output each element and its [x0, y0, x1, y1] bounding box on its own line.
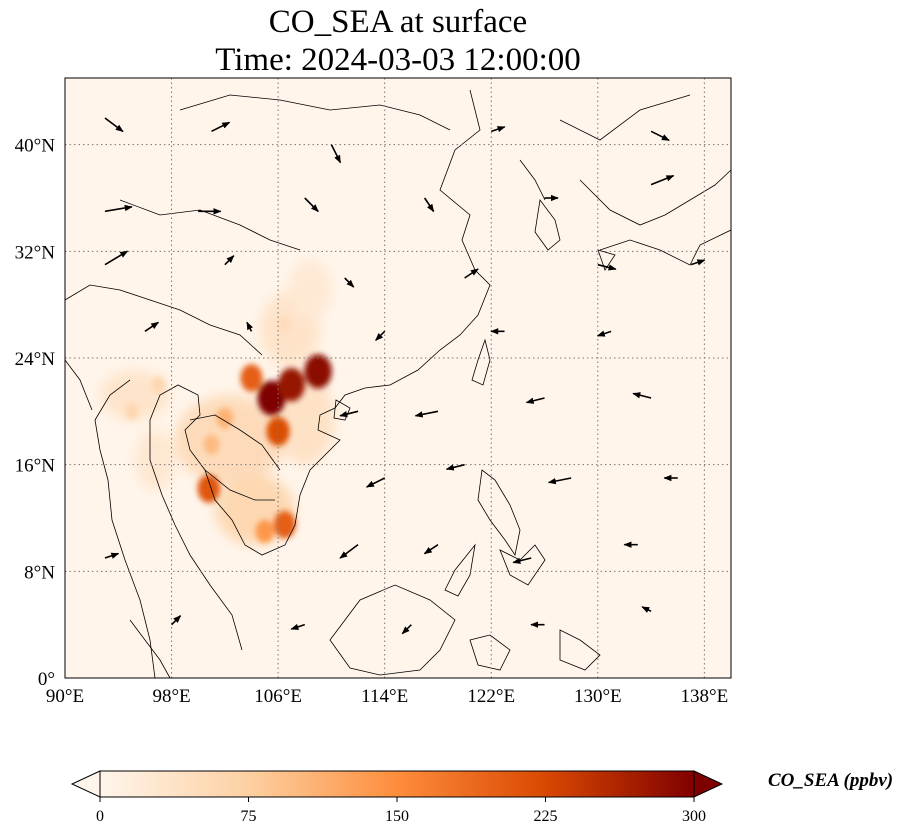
- longitude-ticks: 90°E 98°E 106°E 114°E 122°E 130°E 138°E: [46, 686, 728, 707]
- latitude-ticks: 0° 8°N 16°N 24°N 32°N 40°N: [15, 136, 56, 690]
- colorbar-tick-label: 225: [534, 808, 558, 825]
- wind-arrow: [414, 410, 439, 418]
- wind-arrow: [641, 606, 652, 613]
- wind-arrow: [290, 623, 306, 630]
- map-title: CO_SEA at surface: [268, 4, 528, 40]
- colorbar-tick-label: 150: [385, 808, 409, 825]
- colorbar-tick-label: 300: [682, 808, 706, 825]
- wind-arrow: [597, 263, 617, 271]
- lat-tick-label: 32°N: [15, 242, 56, 263]
- lat-tick-label: 16°N: [15, 456, 56, 477]
- hotspot-7: [197, 474, 221, 503]
- wind-arrow: [104, 552, 120, 559]
- wind-arrow: [547, 477, 572, 485]
- wind-arrow: [339, 410, 359, 418]
- hotspot-10: [124, 402, 139, 420]
- lat-tick-label: 0°: [38, 669, 55, 690]
- lon-tick-label: 114°E: [361, 686, 408, 707]
- wind-arrow: [423, 544, 439, 555]
- wind-arrow: [490, 126, 506, 133]
- wind-arrow: [330, 144, 342, 164]
- lon-tick-label: 130°E: [574, 686, 622, 707]
- coastlines: [65, 89, 731, 678]
- colorbar: 0 75 150 225 300: [70, 770, 724, 825]
- wind-arrow: [365, 477, 386, 488]
- wind-arrow: [211, 121, 231, 133]
- wind-vectors: [104, 117, 706, 635]
- wind-arrow: [224, 255, 235, 266]
- lon-tick-label: 138°E: [681, 686, 729, 707]
- wind-arrow: [632, 392, 652, 399]
- wind-arrow: [246, 321, 254, 332]
- lon-tick-label: 98°E: [152, 686, 190, 707]
- colorbar-body: [99, 770, 695, 798]
- lat-tick-label: 24°N: [15, 349, 56, 370]
- map-subtitle: Time: 2024-03-03 12:00:00: [215, 42, 581, 78]
- map-background: [65, 78, 731, 678]
- wind-arrow: [445, 463, 465, 471]
- wind-arrow: [464, 268, 479, 279]
- wind-arrow: [512, 557, 532, 564]
- co-diffuse-plume: [100, 260, 335, 545]
- wind-arrow: [144, 321, 160, 332]
- hotspot-11: [151, 376, 166, 394]
- lon-tick-label: 122°E: [467, 686, 515, 707]
- map-gridlines: [65, 78, 731, 678]
- wind-arrow: [170, 615, 182, 626]
- colorbar-label: CO_SEA (ppbv): [768, 770, 894, 791]
- wind-arrow: [304, 197, 319, 213]
- wind-arrow: [104, 250, 129, 266]
- hotspot-6: [255, 519, 274, 543]
- colorbar-tick-label: 75: [241, 808, 257, 825]
- wind-arrow: [339, 544, 359, 559]
- wind-arrow: [104, 204, 133, 213]
- wind-arrow: [690, 259, 706, 266]
- lat-tick-label: 40°N: [15, 136, 56, 157]
- hotspot-8: [216, 407, 234, 429]
- wind-arrow: [596, 330, 612, 337]
- hotspot-2: [304, 354, 332, 389]
- wind-arrow: [344, 277, 355, 288]
- lon-tick-label: 106°E: [254, 686, 302, 707]
- wind-arrow: [104, 117, 124, 133]
- wind-arrow: [401, 624, 412, 635]
- colorbar-ticks: 0 75 150 225 300: [96, 797, 706, 825]
- colorbar-extend-max: [693, 770, 724, 798]
- wind-arrow: [650, 130, 670, 142]
- hotspot-3: [266, 416, 290, 446]
- wind-arrow: [375, 330, 386, 341]
- hotspot-1: [278, 367, 305, 402]
- hotspot-4: [240, 364, 263, 392]
- co-hotspots: [124, 316, 332, 543]
- wind-arrow: [650, 174, 675, 186]
- colorbar-extend-min: [70, 770, 101, 798]
- wind-arrow: [423, 197, 435, 213]
- hotspot-5: [273, 510, 296, 539]
- wind-arrow: [525, 397, 545, 404]
- lon-tick-label: 90°E: [46, 686, 84, 707]
- hotspot-9: [203, 434, 220, 455]
- hotspot-12: [278, 316, 292, 333]
- map-frame: [64, 77, 732, 679]
- lat-tick-label: 8°N: [24, 562, 55, 583]
- colorbar-tick-label: 0: [96, 808, 104, 825]
